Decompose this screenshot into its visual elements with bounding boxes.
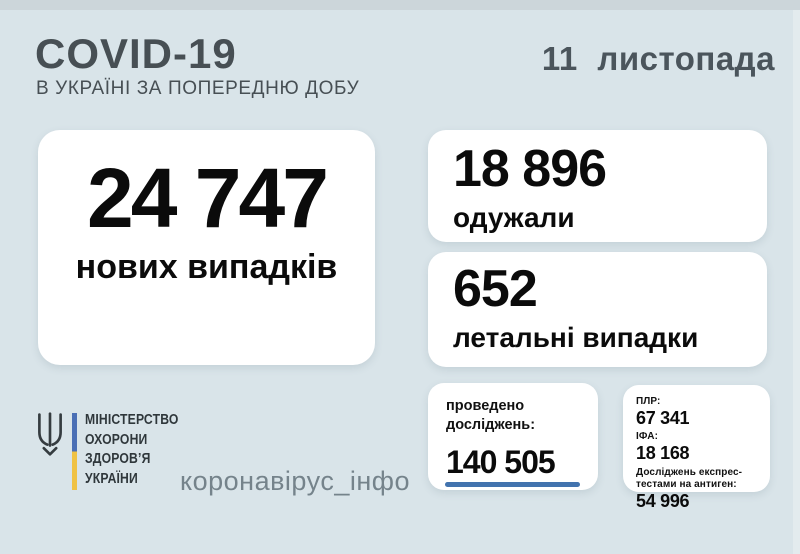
channel-handle: коронавірус_інфо (180, 466, 410, 496)
new-cases-label: нових випадків (75, 248, 338, 286)
ministry-line: УКРАЇНИ (85, 470, 138, 487)
tests-accent-bar (445, 482, 580, 487)
deaths-value: 652 (453, 260, 538, 318)
top-strip (0, 0, 800, 10)
tests-value: 140 505 (446, 444, 556, 481)
antigen-value: 54 996 (636, 490, 690, 511)
right-edge-strip (793, 10, 800, 554)
lab-tests-card: ПЛР: 67 341 ІФА: 18 168 Досліджень експр… (623, 385, 770, 510)
report-date: 11 листопада (541, 40, 775, 77)
recovered-card: 18 896 одужали (428, 130, 767, 242)
new-cases-card: 24 747 нових випадків (38, 130, 375, 365)
ministry-line: ОХОРОНИ (85, 431, 148, 448)
tests-card: проведено досліджень: 140 505 (428, 383, 598, 490)
pcr-value: 67 341 (636, 407, 690, 428)
ministry-line: ЗДОРОВ’Я (85, 451, 151, 467)
new-cases-value: 24 747 (87, 151, 329, 245)
page-title: COVID-19 (35, 30, 237, 77)
ministry-name: МІНІСТЕРСТВО ОХОРОНИ ЗДОРОВ’Я УКРАЇНИ (85, 411, 179, 489)
deaths-label: летальні випадки (453, 321, 699, 353)
flag-divider-bar (72, 413, 77, 490)
antigen-label: Досліджень експрес-тестами на антиген: (636, 466, 743, 491)
deaths-card: 652 летальні випадки (428, 252, 767, 367)
trident-icon (34, 411, 66, 462)
recovered-label: одужали (453, 201, 575, 233)
elisa-label: ІФА: (636, 431, 659, 443)
page-subtitle: В УКРАЇНІ ЗА ПОПЕРЕДНЮ ДОБУ (36, 78, 360, 99)
tests-label: проведено досліджень: (446, 398, 536, 434)
elisa-value: 18 168 (636, 442, 690, 463)
pcr-label: ПЛР: (636, 396, 661, 407)
ministry-line: МІНІСТЕРСТВО (85, 412, 179, 428)
ministry-logo: МІНІСТЕРСТВО ОХОРОНИ ЗДОРОВ’Я УКРАЇНИ (34, 408, 194, 494)
recovered-value: 18 896 (453, 140, 607, 198)
